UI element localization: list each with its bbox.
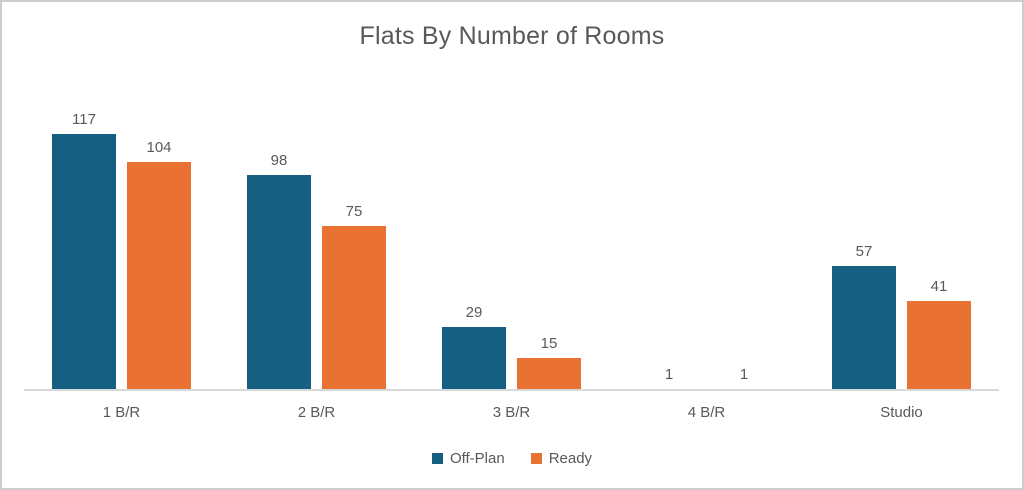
bar-value-label: 104 — [146, 139, 172, 156]
bar-cell: 117 — [52, 112, 116, 391]
bar-value-label: 29 — [465, 304, 483, 321]
bar-ready — [322, 226, 386, 391]
legend-swatch — [530, 453, 542, 464]
bar-value-label: 98 — [270, 152, 288, 169]
bar-cell: 57 — [832, 244, 896, 391]
bar-group: 117 104 — [24, 112, 219, 391]
legend-item: Ready — [530, 450, 593, 467]
legend-swatch — [431, 453, 443, 464]
category-axis: 1 B/R 2 B/R 3 B/R 4 B/R Studio — [24, 404, 999, 421]
bar-cell: 104 — [127, 140, 191, 391]
bar-cell: 1 — [712, 367, 776, 391]
category-label: 3 B/R — [492, 404, 531, 421]
bar-off-plan — [442, 327, 506, 391]
legend-item: Off-Plan — [431, 450, 505, 467]
plot-area: 117 104 98 75 29 15 1 1 57 41 — [24, 91, 999, 391]
bar-value-label: 15 — [540, 335, 558, 352]
legend-label: Ready — [548, 450, 593, 467]
bar-cell: 75 — [322, 204, 386, 391]
bar-value-label: 117 — [72, 111, 96, 128]
bar-value-label: 41 — [930, 278, 948, 295]
bar-group: 98 75 — [219, 153, 414, 391]
bar-ready — [907, 301, 971, 391]
legend-label: Off-Plan — [449, 450, 505, 467]
legend: Off-Plan Ready — [2, 450, 1022, 467]
category-label: 1 B/R — [102, 404, 141, 421]
chart-title: Flats By Number of Rooms — [359, 22, 665, 50]
bar-cell: 1 — [637, 367, 701, 391]
bar-off-plan — [247, 175, 311, 391]
bar-cell: 41 — [907, 279, 971, 391]
x-axis-line — [24, 389, 999, 391]
bar-cell: 98 — [247, 153, 311, 391]
bar-off-plan — [832, 266, 896, 391]
category-label: 2 B/R — [297, 404, 336, 421]
bar-cell: 15 — [517, 336, 581, 391]
bar-group: 29 15 — [414, 305, 609, 391]
bar-value-label: 75 — [345, 203, 363, 220]
category-label: Studio — [880, 404, 923, 421]
bar-ready — [127, 162, 191, 391]
bar-group: 57 41 — [804, 244, 999, 391]
bar-value-label: 1 — [739, 366, 749, 383]
bar-ready — [517, 358, 581, 391]
bar-value-label: 1 — [664, 366, 674, 383]
bar-off-plan — [52, 134, 116, 391]
bar-value-label: 57 — [855, 243, 873, 260]
category-label: 4 B/R — [687, 404, 726, 421]
bar-cell: 29 — [442, 305, 506, 391]
